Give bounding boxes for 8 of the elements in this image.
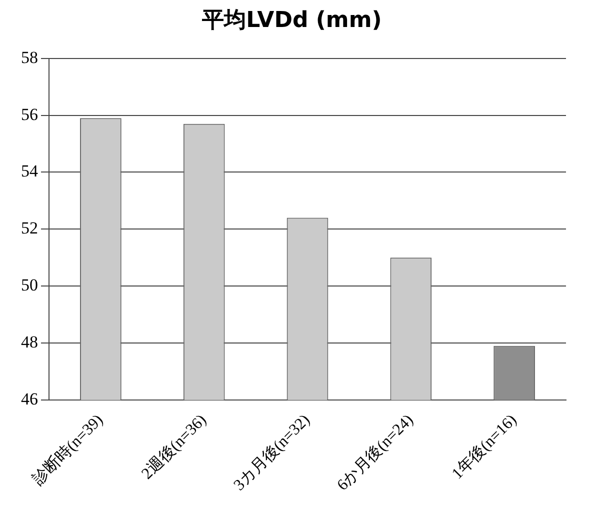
y-tick-label: 58 — [21, 48, 38, 67]
y-tick-label: 48 — [21, 332, 38, 352]
y-tick-label: 54 — [21, 162, 38, 181]
y-tick-label: 50 — [21, 276, 38, 295]
y-tick-label: 52 — [21, 218, 38, 238]
y-tick-label: 56 — [21, 104, 38, 124]
y-tick-label: 46 — [21, 389, 38, 408]
chart-title: 平均LVDd (mm) — [201, 8, 382, 33]
